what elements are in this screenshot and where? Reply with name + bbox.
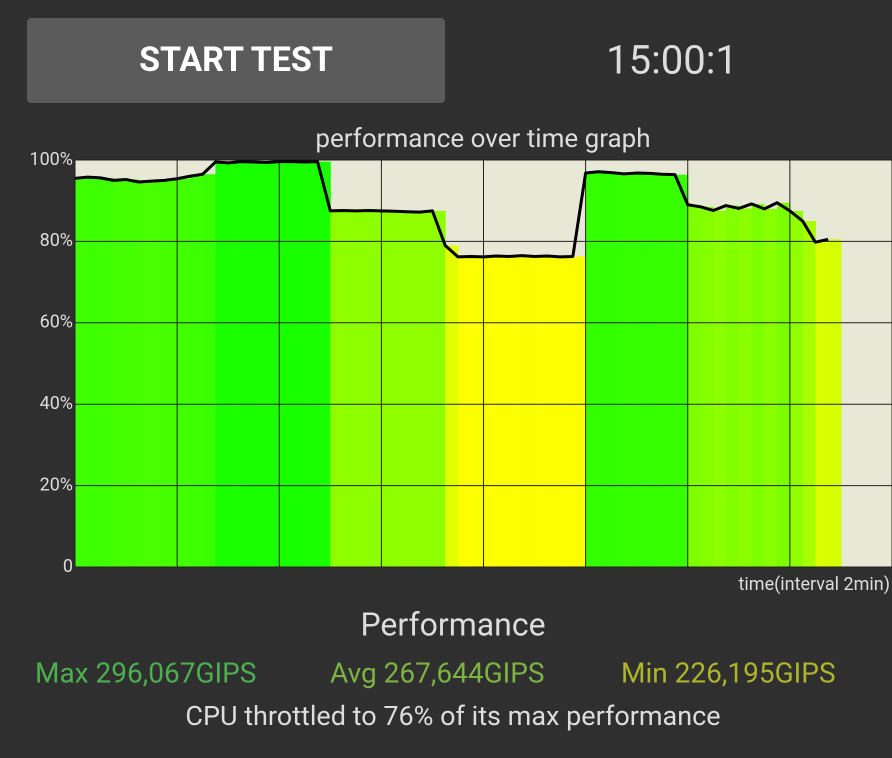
button-label[interactable]: START TEST [139,40,333,80]
chart-title: performance over time graph [315,124,650,154]
performance-bar [113,180,127,567]
avg-stat: Avg 267,644GIPS [330,656,545,689]
button-background[interactable] [27,18,445,103]
performance-bar [177,178,191,568]
performance-bar [534,256,548,567]
performance-bar [138,181,153,567]
performance-bar [330,210,344,567]
performance-bar [279,161,293,568]
performance-bar [368,210,382,567]
performance-bar [777,202,791,568]
summary-title: Performance [360,605,545,643]
max-stat: Max 296,067GIPS [35,656,256,689]
performance-bar [738,208,753,568]
performance-bar [457,256,472,567]
performance-line [74,160,829,259]
performance-bar [189,176,204,567]
performance-bar [432,210,446,567]
y-tick-label: 80% [40,230,73,251]
performance-bar [317,161,331,568]
performance-bar [75,178,89,567]
performance-bar [802,221,816,568]
performance-bar [470,256,484,567]
performance-bar [355,210,370,567]
min-stat: Min 226,195GIPS [621,656,836,689]
y-tick-label: 100% [29,149,73,170]
performance-bar [483,256,497,567]
performance-bar [228,162,242,567]
performance-bar [636,173,650,568]
performance-bar [662,174,676,567]
performance-bar [521,255,536,567]
performance-bar [547,256,561,567]
performance-bar [764,208,778,567]
performance-bar [585,173,599,568]
performance-bar [87,177,102,567]
performance-bar [253,162,267,567]
performance-bar [215,162,229,567]
performance-bar [292,161,306,568]
throttle-note: CPU throttled to 76% of its max performa… [185,700,720,732]
performance-bar [496,256,510,567]
performance-bar [828,239,842,568]
start-button[interactable]: START TEST [27,18,445,103]
y-tick-label: 20% [40,474,73,495]
performance-bar [164,180,178,567]
performance-bar [598,171,612,568]
y-tick-label: 0 [63,556,73,577]
y-tick-label: 40% [40,393,73,414]
performance-bar [726,205,740,568]
performance-bar [381,210,395,567]
performance-bar [126,179,140,567]
performance-bar [202,174,216,567]
performance-bar [611,172,625,567]
performance-bar [623,173,638,567]
performance-bar [509,256,523,567]
y-tick-label: 60% [40,312,73,333]
performance-bar [394,211,408,568]
performance-bar [266,162,280,567]
performance-bar [419,212,433,567]
performance-bar [649,173,663,567]
performance-bar [572,256,587,567]
performance-bar [713,210,727,567]
timer: 15:00:1 [606,37,738,84]
x-axis-label: time(interval 2min) [739,574,890,595]
performance-bar [445,245,459,567]
performance-bar [100,177,114,567]
performance-bar [560,256,574,567]
performance-bar [304,162,319,567]
performance-bar [343,210,357,567]
plot-area: 0 20% 40% 60% 80% 100% [29,149,892,577]
performance-bar [674,174,689,568]
performance-bar [151,181,165,567]
performance-bar [700,206,714,567]
performance-bar [406,211,421,567]
performance-bar [240,161,255,568]
performance-bar [751,203,765,567]
performance-bar [687,204,702,567]
performance-bar [789,210,804,567]
